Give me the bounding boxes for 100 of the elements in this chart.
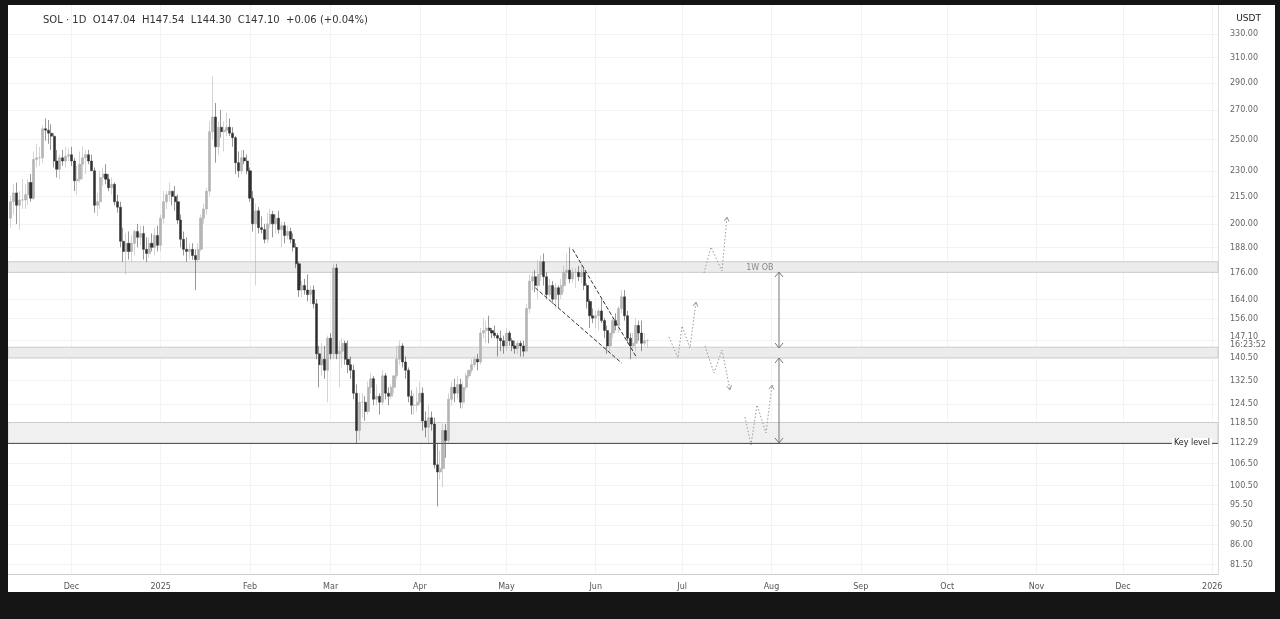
- y-tick-label: 250.00: [1230, 134, 1258, 144]
- candlestick: [594, 310, 597, 329]
- y-tick-label: 156.00: [1230, 313, 1258, 323]
- candlestick: [358, 392, 361, 441]
- candlestick: [274, 214, 277, 234]
- x-tick-label: Dec: [1115, 581, 1131, 591]
- x-tick-label: Jun: [588, 581, 602, 591]
- candlestick: [44, 118, 47, 141]
- x-tick-label: Oct: [940, 581, 955, 591]
- y-tick-label: 176.00: [1230, 267, 1258, 277]
- candlestick: [571, 267, 574, 284]
- x-tick-label: 2025: [150, 581, 171, 591]
- candlestick: [508, 330, 511, 347]
- candlestick: [257, 206, 260, 234]
- candlestick: [574, 267, 577, 289]
- candlestick: [548, 278, 551, 298]
- candlestick: [329, 332, 332, 360]
- candlestick: [323, 345, 326, 379]
- candlestick: [266, 212, 269, 244]
- y-tick-label: 95.50: [1230, 499, 1253, 509]
- candlestick: [280, 221, 283, 248]
- candlestick: [459, 378, 462, 409]
- x-tick-label: Sep: [853, 581, 869, 591]
- candlestick: [476, 353, 479, 371]
- candlestick: [381, 369, 384, 406]
- candlestick: [372, 375, 375, 406]
- x-tick-label: Dec: [63, 581, 80, 591]
- y-tick-label: 118.50: [1230, 418, 1258, 427]
- y-tick-label: 290.00: [1230, 78, 1258, 88]
- candlestick: [338, 340, 341, 388]
- candlestick: [522, 340, 525, 357]
- x-tick-label: Jul: [676, 581, 687, 591]
- candlestick: [139, 225, 142, 246]
- candlestick: [61, 149, 64, 167]
- candlestick: [488, 315, 491, 344]
- x-tick-label: May: [498, 581, 515, 591]
- y-tick-label: 106.50: [1230, 458, 1258, 468]
- candlestick: [444, 423, 447, 458]
- candlestick: [502, 335, 505, 355]
- candlestick: [142, 225, 145, 260]
- candlestick: [568, 247, 571, 284]
- candlestick: [519, 340, 522, 357]
- ref-line-label: Key level: [1173, 438, 1210, 448]
- x-tick-label: Apr: [413, 581, 428, 591]
- y-tick-label: 112.29: [1230, 438, 1258, 448]
- candlestick: [81, 146, 84, 180]
- candlestick: [277, 210, 280, 234]
- y-tick-label: 140.50: [1230, 353, 1258, 363]
- y-tick-label: 310.00: [1230, 53, 1258, 63]
- candlestick: [554, 283, 557, 309]
- candlestick: [516, 340, 519, 355]
- candlestick: [513, 340, 517, 355]
- text: SOL · 1D O147.04 H147.54 L144.30 C147.10 +0.06 (+0.04%): [43, 13, 368, 25]
- x-tick-label: 2026: [1202, 581, 1223, 591]
- candlestick: [283, 221, 286, 244]
- y-axis-title: USDT: [1236, 12, 1262, 23]
- y-tick-label: 270.00: [1230, 105, 1258, 115]
- candlestick: [214, 102, 217, 163]
- candlestick: [378, 392, 381, 415]
- candlestick: [58, 154, 61, 180]
- x-tick-label: Feb: [242, 581, 258, 591]
- y-tick-label: 90.50: [1230, 520, 1253, 530]
- band-label: 1W OB: [746, 262, 774, 272]
- candlestick: [240, 149, 243, 175]
- candlestick: [136, 223, 139, 248]
- candlestick: [188, 243, 191, 260]
- y-tick-label: 124.50: [1230, 399, 1258, 409]
- y-tick-label: 81.50: [1230, 560, 1253, 570]
- candlestick: [156, 225, 159, 252]
- candlestick: [271, 210, 275, 238]
- y-tick-label: 330.00: [1230, 29, 1258, 39]
- candlestick: [364, 395, 367, 422]
- y-tick-label: 132.50: [1230, 375, 1258, 385]
- y-tick-label: 100.50: [1230, 480, 1258, 490]
- y-tick-label: 164.00: [1230, 294, 1258, 304]
- y-tick-label: 86.00: [1230, 539, 1253, 549]
- candlestick: [29, 173, 33, 202]
- candlestick: [286, 225, 289, 240]
- candlestick: [537, 259, 540, 300]
- candlestick: [453, 378, 456, 403]
- candlestick: [643, 332, 646, 347]
- y-tick-label: 200.00: [1230, 219, 1258, 229]
- y-tick-label: 147.10 16:23:52: [1230, 331, 1266, 349]
- candlestick: [84, 149, 87, 175]
- y-tick-label: 188.00: [1230, 242, 1258, 252]
- candlestick: [332, 263, 335, 360]
- candlestick: [110, 177, 113, 195]
- candlestick: [505, 327, 508, 352]
- candlestick: [306, 274, 309, 302]
- candlestick: [217, 121, 220, 155]
- candlestick: [427, 405, 430, 445]
- candlestick: [309, 285, 312, 305]
- candlestick: [326, 335, 329, 403]
- candlestick: [125, 233, 128, 275]
- candlestick: [485, 320, 488, 344]
- candlestick: [150, 233, 154, 252]
- candlestick: [24, 183, 27, 210]
- candlestick: [220, 109, 223, 138]
- x-tick-label: Nov: [1028, 581, 1045, 591]
- candlestick: [27, 178, 30, 206]
